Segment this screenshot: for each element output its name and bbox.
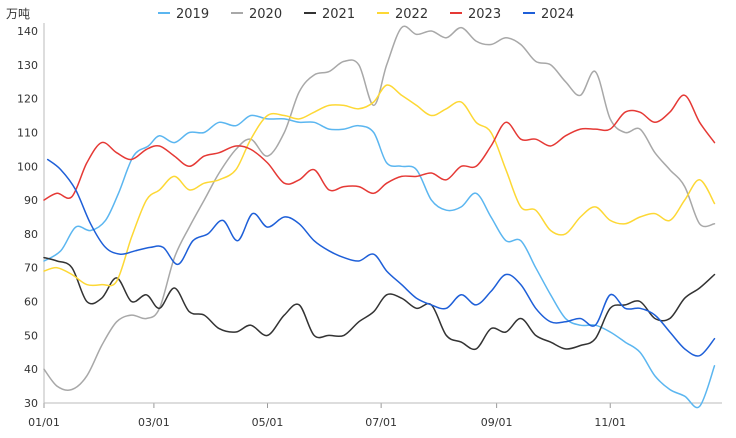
x-tick-label: 05/01 <box>252 416 284 429</box>
y-tick-label: 40 <box>24 363 38 376</box>
chart-legend: 2019 2020 2021 2022 2023 2024 <box>158 7 574 22</box>
legend-label: 2021 <box>322 7 355 22</box>
legend-item-2022: 2022 <box>377 7 428 22</box>
legend-item-2024: 2024 <box>523 7 574 22</box>
legend-item-2019: 2019 <box>158 7 209 22</box>
legend-item-2021: 2021 <box>304 7 355 22</box>
y-tick-label: 140 <box>17 25 38 38</box>
x-tick-label: 11/01 <box>594 416 626 429</box>
series-line-2021 <box>43 256 716 351</box>
y-tick-label: 80 <box>24 228 38 241</box>
x-tick-label: 01/01 <box>28 416 60 429</box>
series-line-2023 <box>43 94 716 201</box>
legend-label: 2024 <box>541 7 574 22</box>
legend-label: 2023 <box>468 7 501 22</box>
legend-label: 2019 <box>176 7 209 22</box>
y-axis-unit-label: 万吨 <box>6 7 30 21</box>
x-tick-label: 03/01 <box>138 416 170 429</box>
legend-label: 2020 <box>249 7 282 22</box>
y-tick-label: 60 <box>24 296 38 309</box>
y-tick-label: 70 <box>24 262 38 275</box>
legend-item-2020: 2020 <box>231 7 282 22</box>
series-layer <box>43 25 716 409</box>
y-tick-label: 110 <box>17 126 38 139</box>
y-axis-ticks: 30 40 50 60 70 80 90 100 110 120 130 140 <box>17 25 38 410</box>
y-tick-label: 90 <box>24 194 38 207</box>
series-line-2022 <box>43 84 716 287</box>
y-tick-label: 30 <box>24 397 38 410</box>
y-tick-label: 50 <box>24 329 38 342</box>
x-tick-label: 07/01 <box>365 416 397 429</box>
y-tick-label: 120 <box>17 93 38 106</box>
y-tick-label: 130 <box>17 59 38 72</box>
series-line-2020 <box>43 25 716 391</box>
y-tick-label: 100 <box>17 160 38 173</box>
x-axis-ticks: 01/01 03/01 05/01 07/01 09/01 11/01 <box>28 403 626 429</box>
legend-item-2023: 2023 <box>450 7 501 22</box>
x-tick-label: 09/01 <box>481 416 513 429</box>
legend-label: 2022 <box>395 7 428 22</box>
series-line-2019 <box>43 114 716 409</box>
series-line-2024 <box>46 158 716 357</box>
